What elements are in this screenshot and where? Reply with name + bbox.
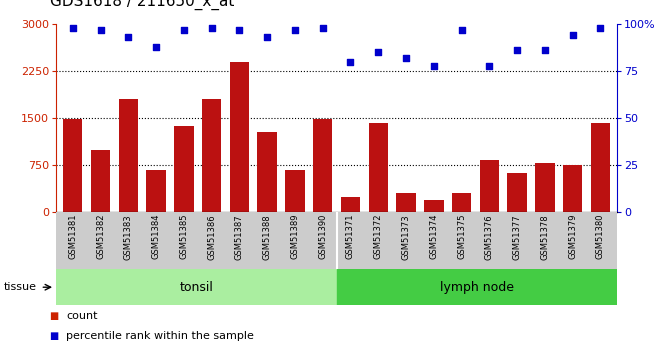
Point bbox=[512, 48, 523, 53]
Text: GSM51387: GSM51387 bbox=[235, 214, 244, 259]
Point bbox=[95, 27, 106, 32]
Bar bbox=[452, 193, 471, 212]
Bar bbox=[313, 119, 333, 212]
Text: GSM51384: GSM51384 bbox=[152, 214, 160, 259]
Bar bbox=[337, 269, 617, 305]
Point bbox=[262, 34, 273, 40]
Text: GSM51385: GSM51385 bbox=[180, 214, 188, 259]
Text: GSM51381: GSM51381 bbox=[68, 214, 77, 259]
Bar bbox=[147, 169, 166, 212]
Bar bbox=[368, 122, 388, 212]
Text: GSM51390: GSM51390 bbox=[318, 214, 327, 259]
Text: GSM51376: GSM51376 bbox=[485, 214, 494, 259]
Text: lymph node: lymph node bbox=[440, 281, 514, 294]
Point bbox=[456, 27, 467, 32]
Bar bbox=[396, 193, 416, 212]
Point bbox=[428, 63, 439, 68]
Point bbox=[150, 44, 161, 49]
Text: GSM51386: GSM51386 bbox=[207, 214, 216, 259]
Point bbox=[290, 27, 300, 32]
Bar bbox=[535, 163, 554, 212]
Text: GSM51374: GSM51374 bbox=[429, 214, 438, 259]
Text: GDS1618 / 211650_x_at: GDS1618 / 211650_x_at bbox=[50, 0, 234, 10]
Text: percentile rank within the sample: percentile rank within the sample bbox=[66, 331, 254, 341]
Text: GSM51375: GSM51375 bbox=[457, 214, 466, 259]
Text: ■: ■ bbox=[50, 331, 59, 341]
Text: GSM51379: GSM51379 bbox=[568, 214, 577, 259]
Bar bbox=[119, 99, 138, 212]
Bar bbox=[174, 126, 193, 212]
Bar bbox=[424, 200, 444, 212]
Bar bbox=[202, 99, 221, 212]
Bar bbox=[91, 149, 110, 212]
Text: GSM51378: GSM51378 bbox=[541, 214, 549, 259]
Text: GSM51388: GSM51388 bbox=[263, 214, 272, 259]
Text: GSM51371: GSM51371 bbox=[346, 214, 355, 259]
Point bbox=[123, 34, 133, 40]
Bar bbox=[285, 169, 305, 212]
Bar bbox=[230, 62, 249, 212]
Text: ■: ■ bbox=[50, 312, 59, 322]
Point bbox=[540, 48, 550, 53]
Text: GSM51389: GSM51389 bbox=[290, 214, 300, 259]
Text: GSM51373: GSM51373 bbox=[401, 214, 411, 259]
Text: tissue: tissue bbox=[3, 282, 36, 292]
Text: GSM51382: GSM51382 bbox=[96, 214, 105, 259]
Bar bbox=[508, 173, 527, 212]
Point bbox=[345, 59, 356, 65]
Bar bbox=[63, 119, 82, 212]
Bar bbox=[341, 197, 360, 212]
Text: count: count bbox=[66, 312, 98, 322]
Bar bbox=[563, 165, 582, 212]
Point bbox=[317, 25, 328, 31]
Text: GSM51377: GSM51377 bbox=[513, 214, 521, 259]
Point bbox=[207, 25, 217, 31]
Point bbox=[484, 63, 494, 68]
Text: GSM51383: GSM51383 bbox=[124, 214, 133, 259]
Text: GSM51372: GSM51372 bbox=[374, 214, 383, 259]
Text: tonsil: tonsil bbox=[180, 281, 213, 294]
Point bbox=[568, 33, 578, 38]
Point bbox=[401, 55, 411, 61]
Bar bbox=[257, 132, 277, 212]
Point bbox=[595, 25, 606, 31]
Text: GSM51380: GSM51380 bbox=[596, 214, 605, 259]
Bar bbox=[591, 123, 610, 212]
Point bbox=[234, 27, 245, 32]
Bar bbox=[56, 269, 337, 305]
Point bbox=[67, 25, 78, 31]
Point bbox=[373, 50, 383, 55]
Bar bbox=[480, 160, 499, 212]
Point bbox=[179, 27, 189, 32]
